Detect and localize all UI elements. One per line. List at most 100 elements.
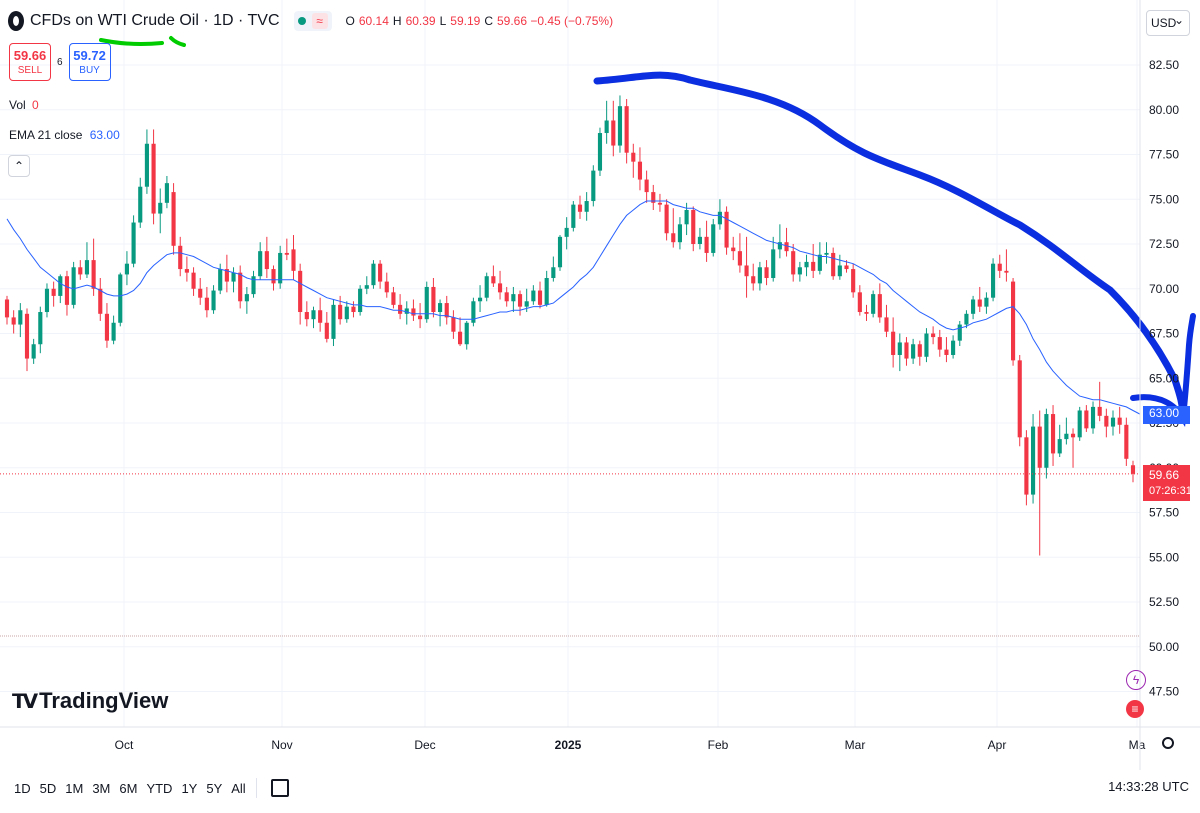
candle-body (957, 324, 962, 341)
data-wave-icon: ≈ (311, 13, 328, 29)
candle-body (991, 263, 996, 298)
candle-body (664, 204, 669, 234)
x-tick-label: Oct (115, 738, 134, 752)
collapse-legend-button[interactable]: ⌃ (8, 155, 30, 177)
ema-price-tag: 63.00 (1143, 406, 1190, 424)
candle-body (18, 310, 23, 325)
range-1d-button[interactable]: 1D (14, 780, 31, 796)
candle-body (624, 106, 629, 153)
candle-body (311, 310, 316, 320)
candle-body (304, 312, 309, 320)
gear-icon[interactable] (1162, 737, 1174, 749)
candle-body (864, 312, 869, 314)
candle-body (244, 294, 249, 302)
annotation-green-dash (169, 36, 186, 47)
candle-body (24, 313, 30, 359)
candle-body (44, 288, 50, 313)
y-tick-label: 57.50 (1149, 506, 1179, 520)
candle-body (1117, 417, 1122, 425)
lightning-icon[interactable]: ϟ (1126, 670, 1146, 690)
symbol-title[interactable]: CFDs on WTI Crude Oil · 1D · TVC (30, 12, 280, 29)
candle-body (224, 269, 229, 282)
candle-body (711, 224, 716, 253)
candle-body (364, 285, 369, 289)
candle-body (824, 252, 829, 255)
tradingview-logo[interactable]: 𝗧𝗩 TradingView (12, 688, 168, 714)
candle-body (231, 272, 236, 282)
candle-body (971, 299, 976, 314)
utc-clock[interactable]: 14:33:28 UTC (1108, 779, 1189, 794)
candle-body (358, 288, 363, 313)
candle-body (1110, 417, 1116, 427)
candle-body (857, 292, 862, 313)
candle-body (924, 333, 929, 357)
range-6m-button[interactable]: 6M (119, 780, 138, 796)
candle-body (997, 263, 1002, 271)
time-axis: Oct Nov Dec 2025 Feb Mar Apr Ma (115, 738, 1146, 752)
candle-body (644, 179, 649, 193)
candle-body (1077, 410, 1082, 438)
volume-legend[interactable]: Vol 0 (9, 98, 39, 112)
buy-button[interactable]: 59.72 BUY (68, 43, 111, 81)
calendar-icon[interactable] (270, 779, 289, 797)
buy-price: 59.72 (73, 48, 106, 63)
candle-body (477, 297, 483, 302)
range-all-button[interactable]: All (231, 780, 246, 796)
range-ytd-button[interactable]: YTD (146, 780, 173, 796)
y-tick-label: 80.00 (1149, 103, 1179, 117)
candle-body (1064, 433, 1069, 440)
last-price-tag: 59.66 07:26:31 (1143, 465, 1192, 501)
candle-body (797, 267, 802, 275)
candle-body (764, 267, 769, 279)
candle-body (4, 299, 10, 318)
range-3m-button[interactable]: 3M (92, 780, 111, 796)
candle-body (131, 222, 136, 264)
candle-body (844, 265, 849, 270)
candle-body (278, 252, 283, 284)
candle-body (931, 333, 936, 338)
candle-body (171, 192, 176, 246)
candle-body (1044, 414, 1049, 468)
candle-body (677, 224, 683, 243)
candlestick-series (4, 95, 1136, 556)
candle-body (64, 276, 70, 305)
candle-body (338, 304, 343, 320)
range-5d-button[interactable]: 5D (39, 780, 57, 796)
candle-body (1037, 426, 1042, 468)
candle-body (757, 267, 762, 284)
range-1m-button[interactable]: 1M (65, 780, 84, 796)
candle-body (344, 306, 349, 320)
candle-body (1030, 426, 1036, 495)
range-5y-button[interactable]: 5Y (206, 780, 223, 796)
x-tick-label: Feb (708, 738, 729, 752)
candle-body (1070, 433, 1076, 438)
candle-body (777, 242, 782, 250)
candle-body (791, 251, 796, 275)
candle-body (884, 317, 889, 332)
us-flag-icon[interactable]: ≡ (1126, 700, 1144, 718)
candle-body (451, 317, 456, 332)
chevron-up-icon: ⌃ (13, 159, 25, 173)
annotation-green-underline (99, 38, 164, 46)
candle-body (804, 261, 809, 268)
grid-lines (0, 0, 1140, 727)
candle-body (1057, 439, 1062, 454)
candle-body (444, 303, 449, 318)
candle-body (1024, 437, 1029, 495)
candle-body (398, 304, 403, 314)
sell-button[interactable]: 59.66 SELL (9, 43, 51, 81)
sell-price: 59.66 (13, 48, 47, 63)
candle-body (731, 247, 736, 252)
candle-body (604, 120, 609, 134)
candle-body (78, 267, 83, 275)
currency-select[interactable]: USD (1146, 8, 1190, 36)
candle-body (897, 342, 902, 355)
market-status[interactable]: ≈ (293, 11, 332, 31)
ema-legend[interactable]: EMA 21 close 63.00 (9, 128, 120, 142)
candle-body (118, 274, 123, 323)
candle-body (504, 292, 509, 302)
candle-body (124, 263, 129, 275)
range-1y-button[interactable]: 1Y (181, 780, 198, 796)
last-price-value: 59.66 (1149, 468, 1180, 482)
